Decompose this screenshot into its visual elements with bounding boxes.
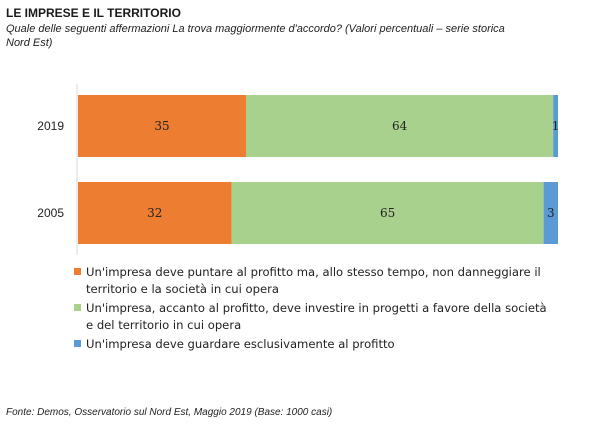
chart-subtitle: Quale delle seguenti affermazioni La tro…	[6, 23, 505, 49]
stacked-bar-chart: 35 64 1 32 65 3 2019 2005	[37, 84, 560, 255]
bar-segment-2019-s2	[246, 95, 554, 157]
bar-segment-2005-s3	[543, 182, 558, 244]
data-label-2019-s1: 35	[154, 119, 169, 133]
legend-label: Un'impresa deve puntare al profitto ma, …	[86, 265, 541, 296]
bar-segment-2019-s1	[78, 95, 246, 157]
data-label-2005-s1: 32	[147, 206, 162, 220]
data-label-2019-s2: 64	[392, 119, 408, 133]
legend-item-s3: Un'impresa deve guardare esclusivamente …	[74, 336, 554, 353]
legend-swatch	[74, 304, 81, 311]
y-tick-label-2005: 2005	[37, 206, 64, 220]
chart-title: LE IMPRESE E IL TERRITORIO	[6, 6, 181, 20]
legend-swatch	[74, 268, 81, 275]
legend-item-s2: Un'impresa, accanto al profitto, deve in…	[74, 300, 554, 334]
legend-item-s1: Un'impresa deve puntare al profitto ma, …	[74, 264, 554, 298]
data-label-2019-s3: 1	[552, 119, 560, 133]
legend-label: Un'impresa deve guardare esclusivamente …	[86, 337, 395, 351]
data-label-2005-s3: 3	[547, 206, 555, 220]
legend-swatch	[74, 340, 81, 347]
legend-label: Un'impresa, accanto al profitto, deve in…	[86, 301, 547, 332]
bar-segment-2005-s2	[231, 182, 544, 244]
source-note: Fonte: Demos, Osservatorio sul Nord Est,…	[6, 407, 333, 418]
bar-segment-2005-s1	[78, 182, 232, 244]
chart-legend: Un'impresa deve puntare al profitto ma, …	[74, 264, 554, 355]
y-tick-label-2019: 2019	[37, 119, 64, 133]
data-label-2005-s2: 65	[380, 206, 395, 220]
bar-segment-2019-s3	[553, 95, 558, 157]
